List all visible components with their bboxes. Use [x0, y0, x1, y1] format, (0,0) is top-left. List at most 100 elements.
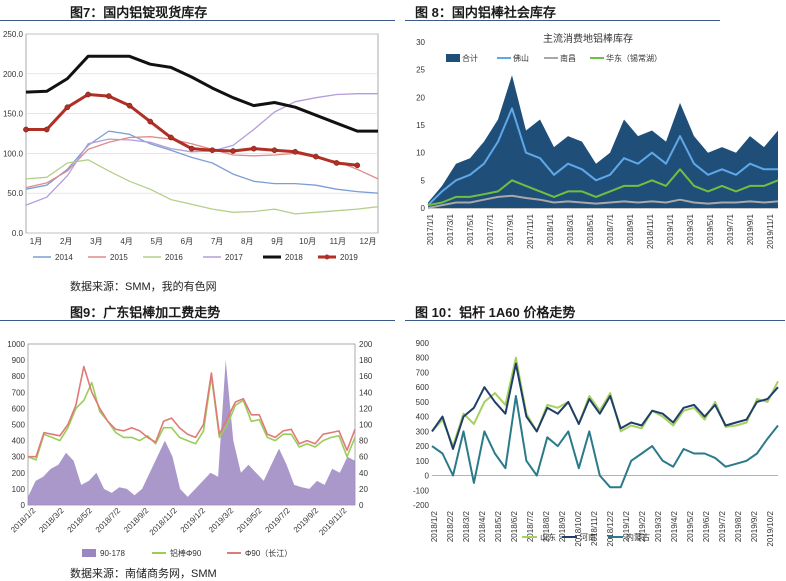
- fig9-ytick-label: 1000: [7, 340, 25, 349]
- fig10-ytick-label: 900: [416, 339, 430, 348]
- fig8-xtick-label: 2017/7/1: [486, 213, 495, 245]
- fig9-y2tick-label: 200: [359, 340, 373, 349]
- fig8-series-3-line: [427, 168, 779, 207]
- fig8-ytick-label: 10: [416, 149, 425, 158]
- fig7-2019-marker: [64, 104, 71, 111]
- fig10-ytick-label: -200: [413, 501, 430, 510]
- fig10-xtick-label: 2019/5/2: [686, 510, 695, 542]
- fig10-xtick-label: 2019/6/2: [702, 510, 711, 542]
- fig9-legend-label: Φ90（长江）: [245, 548, 292, 558]
- fig7-2019-marker: [354, 162, 361, 169]
- fig8-legend-swatch: [446, 54, 460, 62]
- fig7-chart: 0.0 50.0 100.0 150.0 200.0 250.0 1月 2月 3月 4月 5月 6月 7…: [3, 30, 379, 262]
- fig7-legend-marker: [324, 254, 330, 260]
- fig10-xtick-label: 2018/4/2: [478, 510, 487, 542]
- fig8-ytick-label: 0: [421, 204, 426, 213]
- fig7-2019-marker: [85, 91, 91, 98]
- fig7-2019-marker: [333, 160, 340, 166]
- fig7-2019-marker: [292, 148, 299, 155]
- fig9-ytick-label: 500: [12, 421, 26, 430]
- fig9-y2tick-label: 140: [359, 388, 373, 397]
- fig10-xtick-label: 2019/8/2: [734, 510, 743, 542]
- fig9-y2tick-label: 60: [359, 453, 368, 462]
- fig7-legend-label: 2014: [55, 253, 73, 262]
- fig10-chart: -200 -100 0 100 200 300 400 500 600 700 800 900 2018…: [413, 339, 779, 547]
- fig8-xtick-label: 2018/7/1: [606, 213, 615, 245]
- fig8-xtick-label: 2017/9/1: [506, 213, 515, 245]
- fig7-title: 图7：国内铝锭现货库存: [70, 5, 208, 20]
- fig8-xtick-label: 2019/7/1: [726, 213, 735, 245]
- fig8-series-total-area: [428, 75, 778, 208]
- fig8-legend-label: 合计: [462, 53, 478, 63]
- fig10-divider: [405, 320, 785, 321]
- fig10-xtick-label: 2019/2/2: [638, 510, 647, 542]
- fig8-ytick-label: 5: [421, 176, 426, 185]
- fig9-y2tick-label: 180: [359, 356, 373, 365]
- fig8-xtick-label: 2018/3/1: [566, 213, 575, 245]
- fig8-xtick-label: 2019/11/1: [766, 213, 775, 249]
- fig7-ytick-label: 100.0: [3, 149, 24, 158]
- fig9-series-changjiang-line: [28, 365, 356, 458]
- fig8-xtick-label: 2018/1/1: [546, 213, 555, 245]
- fig10-ytick-label: 100: [416, 457, 430, 466]
- fig7-series-2018-line: [25, 54, 378, 133]
- fig10-legend-label: 河南: [580, 532, 596, 542]
- fig8-xtick-label: 2017/3/1: [446, 213, 455, 245]
- fig7-xtick-label: 4月: [120, 237, 132, 246]
- fig10-ytick-label: 500: [416, 398, 430, 407]
- fig7-legend-label: 2015: [110, 253, 128, 262]
- fig9-ytick-label: 300: [12, 453, 26, 462]
- fig10-ytick-label: 400: [416, 413, 430, 422]
- fig10-xtick-label: 2019/10/2: [766, 510, 775, 546]
- fig8-ytick-label: 15: [416, 121, 425, 130]
- fig10-series-1-line: [431, 362, 779, 450]
- fig8-ytick-label: 30: [416, 38, 425, 47]
- fig9-y2tick-label: 0: [359, 501, 364, 510]
- fig8-chart-title: 主流消费地铝棒库存: [543, 32, 633, 45]
- fig9-title: 图9：广东铝棒加工费走势: [70, 305, 221, 320]
- fig7-legend-label: 2016: [165, 253, 183, 262]
- fig9-ytick-label: 900: [12, 356, 26, 365]
- fig8-xtick-label: 2019/5/1: [706, 213, 715, 245]
- fig9-ytick-label: 0: [21, 501, 26, 510]
- fig9-ytick-label: 100: [12, 485, 26, 494]
- fig10-series-2-line: [431, 395, 779, 489]
- fig9-series-bang-line: [27, 375, 356, 461]
- fig10-legend-label: 山东: [540, 532, 556, 542]
- source-note-top: 数据来源：SMM，我的有色网: [70, 281, 217, 293]
- fig8-ytick-label: 20: [416, 93, 425, 102]
- fig8-chart: 0 5 10 15 20 25 30 主流消费地铝棒库存 2017/1/1 2017/3/1 201…: [416, 32, 779, 249]
- fig10-legend-label: 内蒙古: [626, 532, 650, 542]
- fig9-series-band-area: [28, 360, 355, 505]
- fig8-series-2-line: [427, 194, 779, 209]
- fig7-2019-marker: [230, 148, 236, 154]
- fig7-legend-label: 2019: [340, 253, 358, 262]
- fig8-legend-label: 华东（锡常湖）: [606, 53, 662, 63]
- fig7-2019-marker: [147, 118, 154, 125]
- fig7-xtick-label: 2月: [60, 237, 72, 246]
- fig10-xtick-label: 2019/4/2: [670, 510, 679, 542]
- fig7-legend-label: 2018: [285, 253, 303, 262]
- fig10-xtick-label: 2019/7/2: [718, 510, 727, 542]
- fig8-xtick-label: 2017/5/1: [466, 213, 475, 245]
- fig9-chart: 0 100 200 300 400 500 600 700 800 900 1000 0 20 40 60 8…: [7, 340, 373, 558]
- fig7-2019-marker: [209, 147, 216, 154]
- fig7-xtick-label: 9月: [271, 237, 283, 246]
- fig10-xtick-label: 2018/5/2: [494, 510, 503, 542]
- fig9-ytick-label: 400: [12, 437, 26, 446]
- fig10-xtick-label: 2019/9/2: [750, 510, 759, 542]
- fig7-xtick-label: 11月: [330, 237, 346, 246]
- fig10-ytick-label: 0: [425, 472, 430, 481]
- fig9-y2tick-label: 80: [359, 437, 368, 446]
- fig10-xtick-label: 2018/11/2: [590, 510, 599, 546]
- fig10-xtick-label: 2018/1/2: [430, 510, 439, 542]
- fig10-ytick-label: 600: [416, 383, 430, 392]
- fig7-xtick-label: 10月: [299, 237, 316, 246]
- fig9-legend-label: 铝棒Φ90: [170, 548, 202, 558]
- fig10-title: 图 10：铝杆 1A60 价格走势: [415, 305, 576, 320]
- fig7-series-2016-line: [25, 159, 379, 215]
- fig8-divider: [405, 20, 720, 21]
- fig7-ytick-label: 150.0: [3, 110, 24, 119]
- fig7-xtick-label: 5月: [151, 237, 163, 246]
- fig9-ytick-label: 800: [12, 372, 26, 381]
